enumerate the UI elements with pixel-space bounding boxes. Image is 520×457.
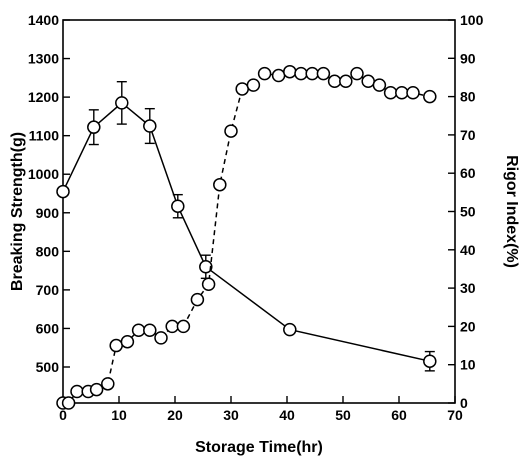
y-right-tick-label: 30 [460,280,476,296]
y-left-tick-label: 500 [36,359,60,375]
data-point-right [246,78,261,92]
y-right-tick-label: 90 [460,50,476,66]
y-right-tick-label: 10 [460,357,476,373]
data-point-right [143,323,157,337]
data-point-left [283,322,297,337]
x-tick-label: 70 [447,407,463,423]
y-right-tick-label: 70 [460,127,476,143]
y-left-tick-label: 1000 [28,166,59,182]
y-right-tick-label: 80 [460,89,476,105]
data-point-right [101,377,115,391]
data-point-right [165,319,179,334]
data-point-left [423,354,437,368]
y-right-tick-label: 0 [460,395,468,411]
data-point-right [176,319,191,334]
data-point-left [87,120,101,134]
data-point-right [235,82,249,96]
series-line-left [62,101,430,362]
y-left-tick-label: 900 [36,205,60,221]
data-point-right [224,124,238,138]
data-point-right [361,74,375,89]
y-right-tick-label: 20 [460,318,476,334]
x-tick-label: 0 [59,407,67,423]
data-point-right [350,66,364,81]
y-left-tick-label: 700 [36,282,60,298]
y-left-tick-label: 1300 [28,51,59,67]
y-left-tick-label: 1400 [28,12,59,28]
data-point-right [61,396,76,410]
y-right-tick-label: 60 [460,165,476,181]
x-tick-label: 60 [391,407,407,423]
x-tick-label: 40 [279,407,295,423]
x-tick-label: 50 [335,407,351,423]
y-left-axis-title: Breaking Strength(g) [9,132,26,291]
data-point-right [70,384,84,399]
data-point-left [56,184,70,199]
data-point-right [316,66,331,81]
y-right-axis-title: Rigor Index(%) [503,155,520,268]
data-point-right [327,74,342,89]
y-right-tick-label: 50 [460,204,476,220]
y-left-tick-label: 1100 [29,128,60,144]
y-left-tick-label: 1200 [28,89,59,105]
x-tick-label: 30 [223,407,239,423]
y-left-tick-label: 600 [36,320,60,336]
y-right-tick-label: 100 [460,12,484,28]
data-point-left [143,119,157,133]
data-point-right [372,78,387,92]
data-point-right [109,338,123,353]
y-right-tick-label: 40 [460,242,476,258]
data-point-right [423,89,437,104]
x-tick-label: 20 [167,407,183,423]
y-left-tick-label: 800 [36,243,60,259]
data-point-right [131,323,146,337]
data-point-right [257,66,272,81]
data-point-right [271,68,286,83]
data-point-left [171,199,185,213]
x-axis-title: Storage Time(hr) [195,439,323,456]
data-point-right [201,277,216,292]
data-point-right [406,86,420,100]
data-point-right [120,334,135,349]
data-point-right [283,64,297,79]
data-point-right [383,86,398,100]
data-point-right [305,66,319,81]
data-point-right [339,74,353,89]
series-line-right [63,70,430,404]
x-tick-label: 10 [111,407,127,423]
data-point-right [190,292,205,307]
data-point-right [395,86,409,100]
data-point-right [89,382,104,397]
data-point-right [154,331,168,345]
data-point-left [199,260,213,274]
data-point-right [294,66,308,81]
data-point-left [115,96,129,110]
data-point-right [213,177,227,192]
